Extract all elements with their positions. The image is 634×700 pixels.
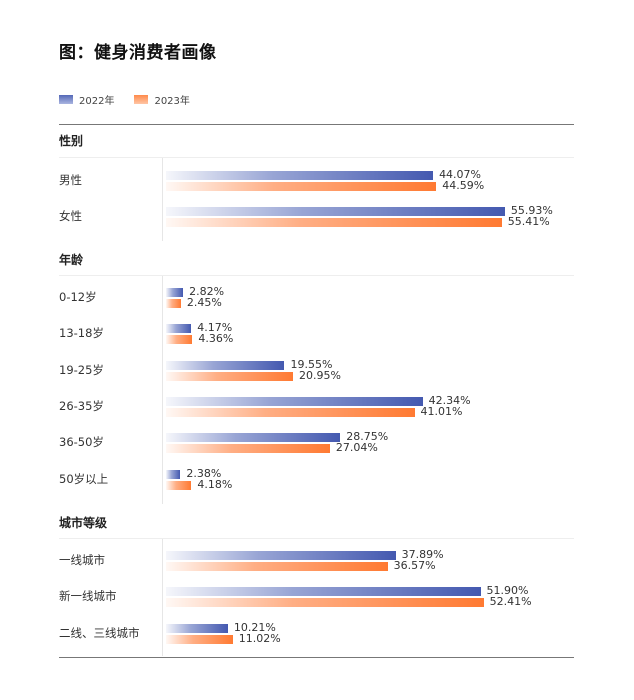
top-rule	[59, 124, 574, 125]
bar-2022	[166, 207, 505, 217]
bar-2023	[166, 335, 193, 345]
legend-item-2023: 2023年	[134, 92, 190, 107]
section-heading: 性别	[59, 134, 84, 148]
category-label: 0-12岁	[59, 290, 97, 304]
bar-2022	[166, 433, 341, 443]
bar-2022	[166, 171, 434, 180]
value-label-2023: 2.45%	[186, 296, 222, 309]
value-label-2023: 4.36%	[198, 332, 234, 346]
section-divider	[59, 157, 574, 158]
bar-2022	[166, 623, 228, 633]
bar-2023	[166, 634, 233, 644]
value-label-2023: 44.59%	[442, 179, 485, 192]
value-label-2022: 4.17%	[197, 321, 233, 335]
category-label: 女性	[59, 209, 82, 224]
category-label: 一线城市	[59, 553, 105, 567]
value-label-2022: 2.38%	[186, 466, 222, 480]
bar-2022	[166, 288, 184, 297]
category-label: 男性	[59, 173, 82, 187]
category-label: 二线、三线城市	[59, 625, 140, 640]
value-label-2022: 28.75%	[346, 430, 389, 444]
category-label: 新一线城市	[59, 589, 117, 604]
bottom-rule	[59, 657, 574, 658]
value-label-2023: 41.01%	[420, 404, 463, 418]
bar-2022	[166, 469, 181, 479]
value-label-2023: 52.41%	[489, 595, 532, 609]
bar-2023	[166, 182, 437, 191]
value-label-2022: 51.90%	[486, 584, 529, 598]
section-divider	[59, 538, 574, 539]
category-label: 50岁以上	[59, 471, 109, 486]
value-label-2022: 10.21%	[233, 620, 276, 634]
value-label-2023: 20.95%	[298, 368, 341, 382]
category-axis	[162, 158, 163, 241]
section-heading: 城市等级	[59, 516, 108, 530]
value-label-2022: 44.07%	[439, 168, 482, 181]
bar-2023	[166, 299, 181, 308]
value-label-2023: 36.57%	[393, 559, 436, 572]
category-axis	[162, 276, 163, 504]
legend-swatch-2023	[134, 95, 149, 104]
bar-2023	[166, 444, 330, 454]
bar-2022	[166, 551, 396, 560]
category-label: 13-18岁	[59, 326, 104, 341]
legend: 2022年 2023年	[59, 92, 210, 107]
bar-2023	[166, 598, 484, 608]
bar-2023	[166, 407, 415, 417]
category-label: 19-25岁	[59, 362, 104, 377]
legend-label-2023: 2023年	[154, 96, 190, 107]
section-divider	[59, 275, 574, 276]
section-heading: 年龄	[59, 253, 84, 267]
value-label-2023: 55.41%	[507, 215, 550, 229]
value-label-2023: 11.02%	[238, 631, 281, 645]
category-label: 26-35岁	[59, 398, 104, 413]
bar-2023	[166, 562, 388, 571]
legend-item-2022: 2022年	[59, 92, 114, 107]
bar-2022	[166, 396, 423, 406]
bar-2023	[166, 371, 293, 381]
legend-label-2022: 2022年	[79, 96, 115, 107]
value-label-2023: 27.04%	[335, 441, 378, 455]
value-label-2022: 37.89%	[401, 548, 444, 561]
category-axis	[162, 539, 163, 656]
bar-2022	[166, 324, 192, 334]
bar-2022	[166, 360, 285, 370]
legend-swatch-2022	[59, 95, 73, 104]
value-label-2022: 55.93%	[510, 204, 553, 218]
category-label: 36-50岁	[59, 435, 104, 450]
value-label-2022: 2.82%	[189, 285, 225, 298]
bar-2022	[166, 587, 481, 597]
value-label-2023: 4.18%	[197, 477, 233, 491]
bar-2023	[166, 480, 192, 490]
value-label-2022: 42.34%	[428, 393, 471, 407]
value-label-2022: 19.55%	[290, 357, 333, 371]
bar-2023	[166, 218, 502, 228]
chart-title: 图：健身消费者画像	[59, 43, 217, 63]
